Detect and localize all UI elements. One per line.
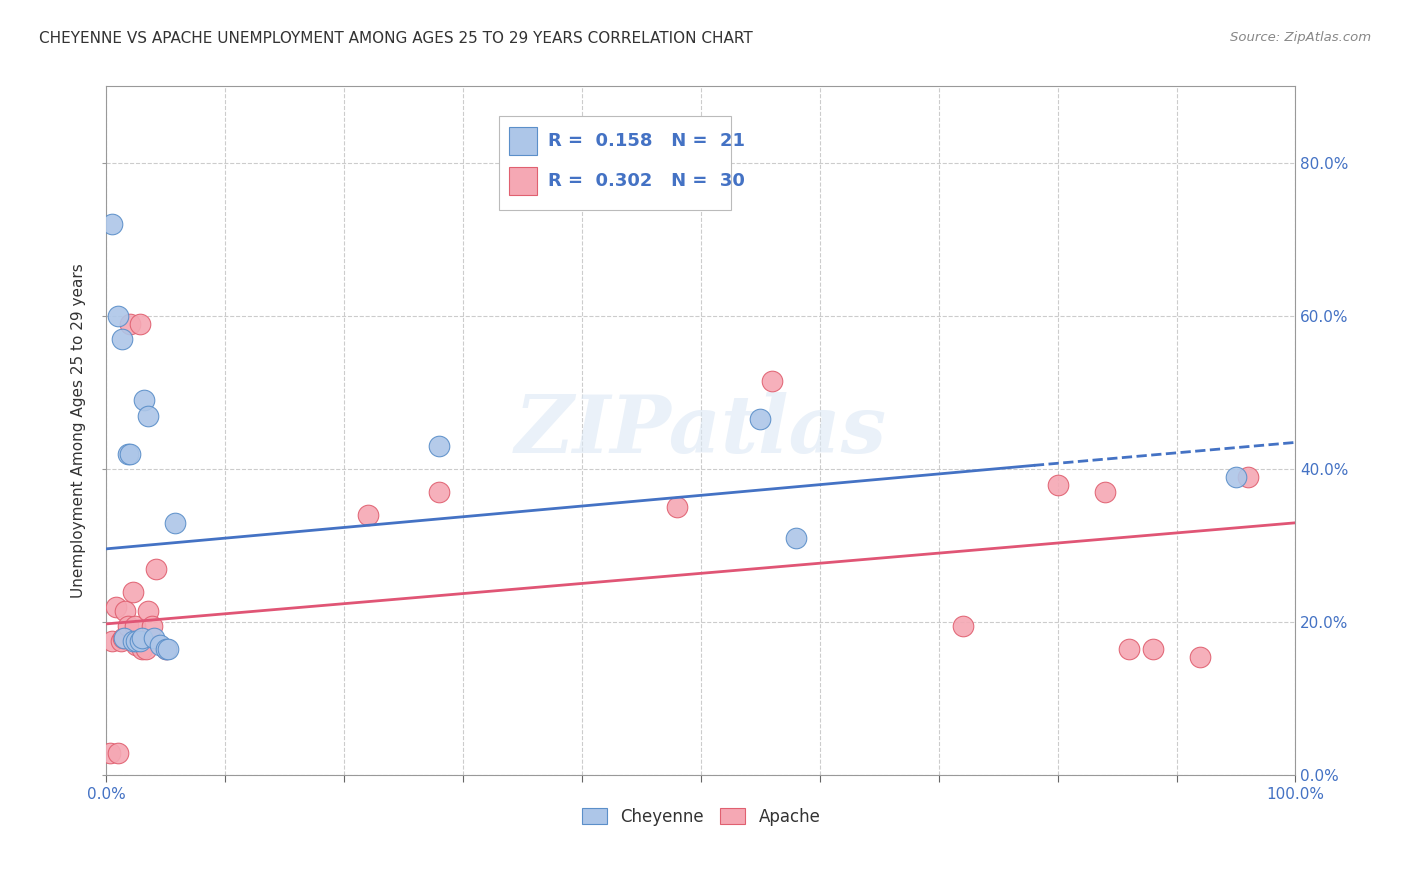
Point xyxy=(98,746,121,760)
Point xyxy=(107,746,129,760)
Point xyxy=(112,631,135,645)
Point xyxy=(145,562,167,576)
Point xyxy=(427,439,450,453)
Point xyxy=(112,631,135,645)
Text: R =  0.158   N =  21: R = 0.158 N = 21 xyxy=(548,132,745,150)
Point xyxy=(1189,649,1212,664)
Point xyxy=(749,412,772,426)
Point xyxy=(1142,642,1164,657)
Point xyxy=(104,600,127,615)
Text: Source: ZipAtlas.com: Source: ZipAtlas.com xyxy=(1230,31,1371,45)
Point xyxy=(128,317,150,331)
Point xyxy=(124,619,146,633)
Point xyxy=(141,619,163,633)
Point xyxy=(111,332,134,346)
Point xyxy=(120,447,142,461)
Point xyxy=(155,642,177,657)
Point xyxy=(134,393,156,408)
Point xyxy=(120,317,142,331)
Point xyxy=(117,447,139,461)
Point xyxy=(157,642,180,657)
Point xyxy=(1225,470,1247,484)
Y-axis label: Unemployment Among Ages 25 to 29 years: Unemployment Among Ages 25 to 29 years xyxy=(72,263,86,599)
Point xyxy=(136,604,159,618)
Point xyxy=(1046,477,1069,491)
Point xyxy=(952,619,974,633)
Point xyxy=(128,634,150,648)
Point xyxy=(121,634,143,648)
Point xyxy=(761,374,783,388)
Point xyxy=(131,631,153,645)
Point xyxy=(110,634,132,648)
Text: CHEYENNE VS APACHE UNEMPLOYMENT AMONG AGES 25 TO 29 YEARS CORRELATION CHART: CHEYENNE VS APACHE UNEMPLOYMENT AMONG AG… xyxy=(39,31,754,46)
Point xyxy=(785,531,807,545)
Point xyxy=(107,309,129,323)
Point xyxy=(1237,470,1260,484)
Point xyxy=(1118,642,1140,657)
Point xyxy=(666,500,689,515)
Point xyxy=(121,584,143,599)
Point xyxy=(165,516,187,530)
Point xyxy=(427,485,450,500)
Point xyxy=(357,508,380,523)
Point xyxy=(101,634,124,648)
Point xyxy=(155,642,177,657)
Point xyxy=(114,604,136,618)
Point xyxy=(136,409,159,423)
Legend: Cheyenne, Apache: Cheyenne, Apache xyxy=(575,801,827,832)
Point xyxy=(125,634,148,648)
Point xyxy=(149,638,172,652)
Point xyxy=(135,642,157,657)
Point xyxy=(125,638,148,652)
Point xyxy=(131,642,153,657)
Point xyxy=(117,619,139,633)
Point xyxy=(142,631,165,645)
Point xyxy=(1094,485,1116,500)
Text: R =  0.302   N =  30: R = 0.302 N = 30 xyxy=(548,172,745,190)
Point xyxy=(101,217,124,231)
Text: ZIPatlas: ZIPatlas xyxy=(515,392,887,470)
